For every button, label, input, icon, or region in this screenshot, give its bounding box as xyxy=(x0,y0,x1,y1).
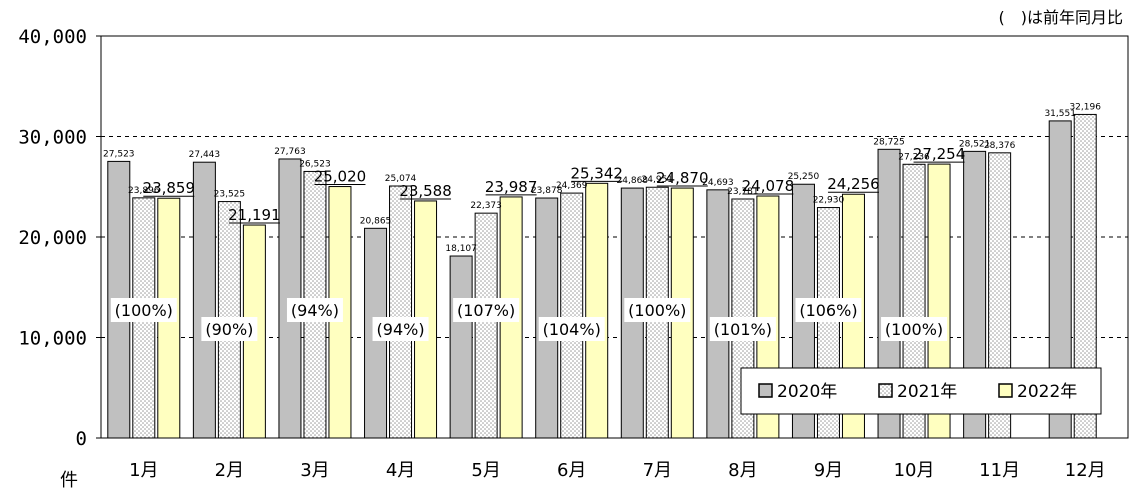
data-label-2020年: 27,443 xyxy=(189,150,221,160)
bar-2020年 xyxy=(1048,120,1072,439)
data-label-2022年: 27,254 xyxy=(913,145,966,163)
yoy-ratio-label: (107%) xyxy=(457,301,515,320)
yoy-ratio-label: (100%) xyxy=(628,301,686,320)
data-label-2022年: 24,256 xyxy=(827,175,880,193)
data-label-2020年: 24,693 xyxy=(702,178,734,188)
ratio-label-bg xyxy=(624,298,691,322)
data-label-2021年: 23,525 xyxy=(214,190,246,200)
data-label-2020年: 31,551 xyxy=(1044,109,1076,119)
data-label-2021年: 23,781 xyxy=(727,187,759,197)
y-tick-label: 0 xyxy=(76,428,87,450)
ratio-label-bg xyxy=(201,317,258,341)
data-label-2021年: 26,523 xyxy=(299,159,331,169)
ratio-label-bg xyxy=(881,317,948,341)
data-label-2021年: 22,930 xyxy=(813,196,845,206)
axis-layer: 0 10,000 20,000 30,000 40,000 1月 2月 3月 4月 5月 6月 7月 8… xyxy=(18,26,1105,481)
bar-2021年 xyxy=(474,212,498,439)
ratio-label-bg xyxy=(538,317,605,341)
y-tick-label: 10,000 xyxy=(18,328,87,350)
x-tick-label: 2月 xyxy=(215,460,244,481)
data-label-2020年: 28,521 xyxy=(959,139,991,149)
legend-swatch xyxy=(878,383,893,398)
yoy-ratio-label: (90%) xyxy=(205,320,253,339)
data-label-2022年: 23,987 xyxy=(485,178,538,196)
bar-2020年 xyxy=(877,148,901,439)
bar-2020年 xyxy=(963,150,987,439)
data-label-2020年: 27,523 xyxy=(103,149,135,159)
bar-2022年 xyxy=(585,182,609,439)
data-label-2021年: 28,376 xyxy=(984,141,1016,151)
y-unit-label: 件 xyxy=(60,470,78,491)
yoy-ratio-label: (106%) xyxy=(799,301,857,320)
data-label-2021年: 24,951 xyxy=(642,175,674,185)
x-tick-label: 7月 xyxy=(643,460,672,481)
y-tick-label: 40,000 xyxy=(18,26,87,48)
data-label-2021年: 25,074 xyxy=(385,174,417,184)
ratio-label-bg xyxy=(372,317,429,341)
bar-2021年 xyxy=(1073,113,1097,439)
ratio-label-bg xyxy=(795,298,862,322)
x-tick-label: 3月 xyxy=(300,460,329,481)
data-label-2022年: 24,870 xyxy=(656,169,709,187)
x-tick-label: 5月 xyxy=(471,460,500,481)
legend-box xyxy=(740,367,1102,415)
y-tick-label: 30,000 xyxy=(18,127,87,149)
bar-2020年 xyxy=(449,255,473,439)
ratio-label-bg xyxy=(453,298,520,322)
x-tick-label: 8月 xyxy=(728,460,757,481)
yoy-ratio-label: (94%) xyxy=(291,301,339,320)
yoy-ratio-label: (100%) xyxy=(885,320,943,339)
bar-2021年 xyxy=(389,185,413,439)
data-label-2020年: 23,878 xyxy=(531,186,563,196)
legend-swatch xyxy=(758,383,773,398)
bar-2021年 xyxy=(988,152,1012,439)
bar-2021年 xyxy=(560,192,584,439)
x-tick-label: 1月 xyxy=(129,460,158,481)
legend: 2020年 2021年 2022年 xyxy=(740,367,1102,415)
data-label-2021年: 23,896 xyxy=(128,186,160,196)
x-tick-label: 12月 xyxy=(1065,460,1106,481)
legend-label: 2022年 xyxy=(1017,382,1077,402)
yoy-ratio-label: (101%) xyxy=(714,320,772,339)
legend-label: 2021年 xyxy=(897,382,957,402)
data-label-2022年: 21,191 xyxy=(228,206,281,224)
data-label-2020年: 27,763 xyxy=(274,147,306,157)
data-label-2020年: 24,868 xyxy=(617,176,649,186)
y-tick-label: 20,000 xyxy=(18,227,87,249)
grid-layer xyxy=(100,35,1129,439)
x-tick-label: 9月 xyxy=(814,460,843,481)
data-label-2021年: 27,236 xyxy=(898,152,930,162)
ratio-label-bg xyxy=(709,317,776,341)
data-label-2020年: 20,865 xyxy=(360,216,392,226)
ratio-label-bg xyxy=(110,298,177,322)
data-label-2021年: 22,373 xyxy=(470,201,502,211)
data-label-2022年: 23,588 xyxy=(399,182,452,200)
x-tick-label: 4月 xyxy=(386,460,415,481)
data-label-2022年: 24,078 xyxy=(742,177,795,195)
x-tick-label: 11月 xyxy=(979,460,1020,481)
data-label-2020年: 28,725 xyxy=(873,137,905,147)
data-label-2022年: 25,020 xyxy=(314,168,367,186)
data-label-2021年: 24,369 xyxy=(556,181,588,191)
yoy-note: ( )は前年同月比 xyxy=(998,8,1124,27)
data-label-2020年: 25,250 xyxy=(788,172,820,182)
x-tick-label: 10月 xyxy=(894,460,935,481)
bar-2020年 xyxy=(706,189,730,439)
yoy-ratio-label: (94%) xyxy=(377,320,425,339)
x-tick-label: 6月 xyxy=(557,460,586,481)
bar-2020年 xyxy=(192,161,216,439)
legend-label: 2020年 xyxy=(777,382,837,402)
data-label-2021年: 32,196 xyxy=(1069,102,1101,112)
data-label-2022年: 23,859 xyxy=(143,179,196,197)
yoy-ratio-label: (100%) xyxy=(115,301,173,320)
legend-swatch xyxy=(998,383,1013,398)
data-label-2022年: 25,342 xyxy=(570,164,623,182)
data-label-2020年: 18,107 xyxy=(445,244,477,254)
ratio-label-bg xyxy=(286,298,343,322)
yoy-ratio-label: (104%) xyxy=(543,320,601,339)
